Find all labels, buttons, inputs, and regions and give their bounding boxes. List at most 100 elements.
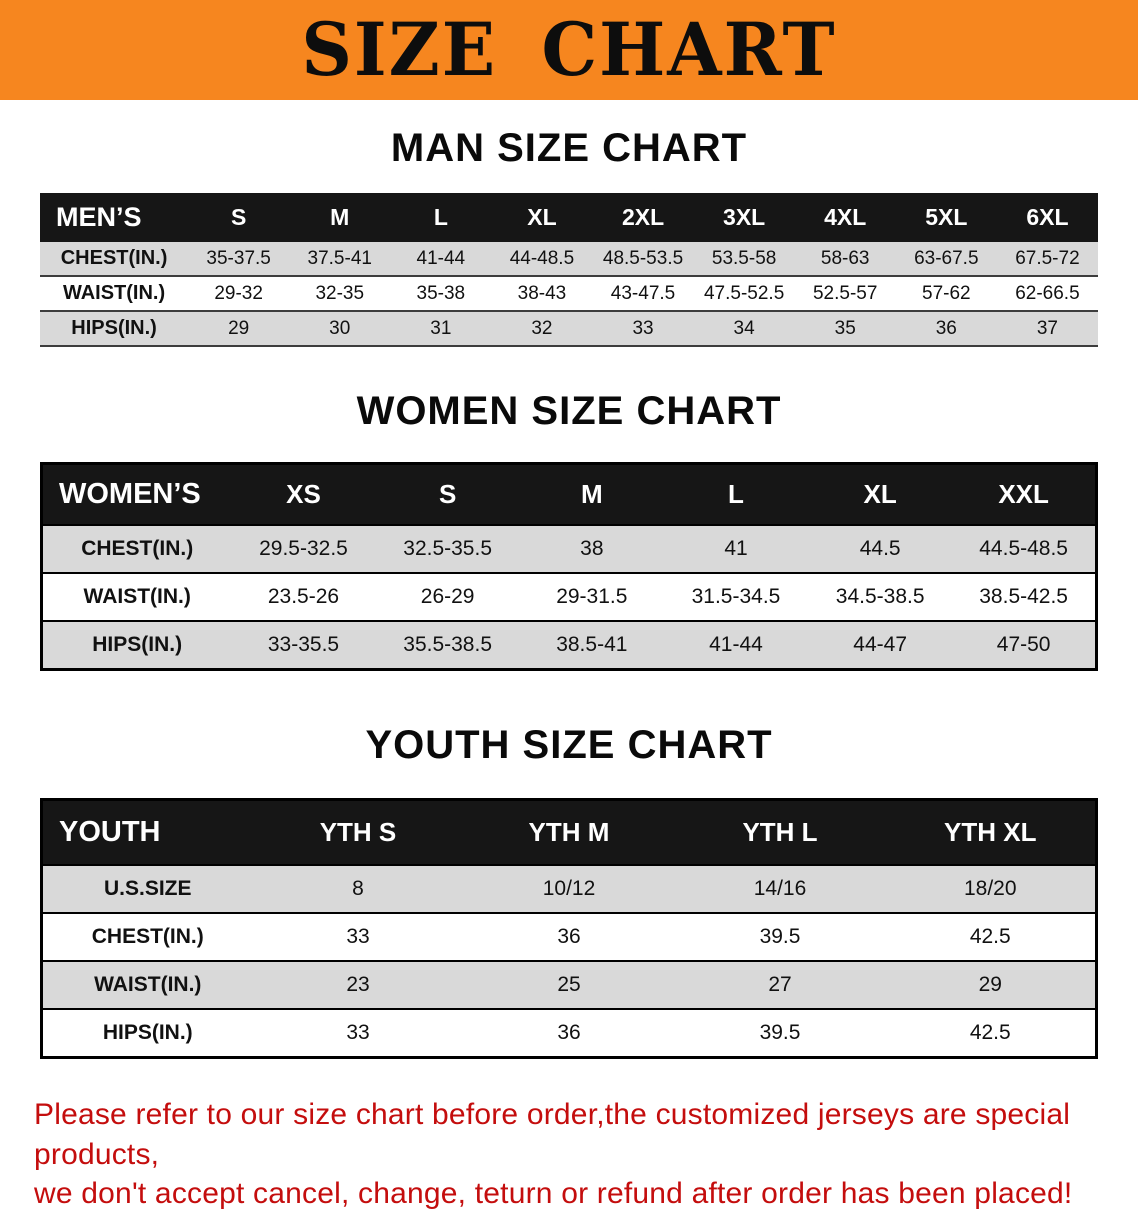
size-value-cell: 44-47 bbox=[853, 633, 908, 656]
size-value-cell: 44-48.5 bbox=[509, 247, 575, 269]
size-header-cell: YTH XL bbox=[885, 799, 1097, 865]
size-value-cell: 37 bbox=[1036, 317, 1058, 339]
size-value-cell: 44.5-48.5 bbox=[979, 537, 1068, 560]
size-value-cell: 36 bbox=[557, 925, 581, 948]
size-value-cell: 29.5-32.5 bbox=[259, 537, 348, 560]
size-value-cell: 34 bbox=[733, 317, 755, 339]
disclaimer-line-2: we don't accept cancel, change, teturn o… bbox=[34, 1177, 1073, 1211]
measurement-label-cell: CHEST(IN.) bbox=[60, 247, 168, 269]
size-value-cell: 23.5-26 bbox=[267, 585, 340, 608]
size-value-cell: 39.5 bbox=[759, 925, 801, 948]
women-section-heading: WOMEN SIZE CHART bbox=[356, 389, 782, 433]
size-value-cell: 35-38 bbox=[416, 282, 466, 304]
size-value-cell: 35 bbox=[834, 317, 856, 339]
table-row: WAIST(IN.) 23 25 27 29 bbox=[41, 961, 1097, 1009]
size-value-cell: 29 bbox=[228, 317, 250, 339]
size-value-cell: 23 bbox=[346, 973, 370, 996]
size-header-cell: 3XL bbox=[693, 193, 795, 242]
table-title-cell: YOUTH bbox=[41, 799, 253, 865]
size-value-cell: 38-43 bbox=[517, 282, 567, 304]
table-row: HIPS(IN.) 33-35.5 35.5-38.5 38.5-41 41-44 44-… bbox=[41, 621, 1097, 670]
size-value-cell: 32-35 bbox=[315, 282, 365, 304]
size-value-cell: 8 bbox=[352, 877, 364, 900]
size-header-cell: YTH L bbox=[674, 799, 886, 865]
size-header-cell: 4XL bbox=[794, 193, 896, 242]
size-header-cell: XL bbox=[491, 193, 593, 242]
size-value-cell: 31.5-34.5 bbox=[691, 585, 781, 608]
youth-size-table: YOUTH YTH S YTH M YTH L YTH XL U.S.SIZE 8 10/12… bbox=[40, 798, 1098, 1059]
table-header-row: MEN’S S M L XL 2XL 3XL 4XL 5XL 6XL bbox=[40, 193, 1098, 242]
size-value-cell: 53.5-58 bbox=[711, 247, 777, 269]
size-header-cell: 2XL bbox=[592, 193, 694, 242]
men-size-table: MEN’S S M L XL 2XL 3XL 4XL 5XL 6XL CHEST(IN.) 35-37… bbox=[40, 193, 1098, 347]
size-value-cell: 29-32 bbox=[214, 282, 263, 304]
measurement-label-cell: WAIST(IN.) bbox=[94, 973, 202, 996]
size-header-cell: L bbox=[663, 463, 809, 525]
size-value-cell: 47-50 bbox=[996, 633, 1051, 656]
size-value-cell: 25 bbox=[557, 973, 581, 996]
table-row: CHEST(IN.) 35-37.5 37.5-41 41-44 44-48.5 48.5… bbox=[40, 242, 1098, 276]
women-size-table: WOMEN’S XS S M L XL XXL CHEST(IN.) 29.5-32.5 32.5… bbox=[40, 462, 1098, 671]
size-header-cell: 6XL bbox=[996, 193, 1098, 242]
size-value-cell: 29-31.5 bbox=[556, 585, 628, 608]
size-value-cell: 41 bbox=[724, 537, 748, 560]
size-value-cell: 10/12 bbox=[542, 877, 596, 900]
size-header-cell: XXL bbox=[952, 463, 1097, 525]
size-header-cell: M bbox=[289, 193, 391, 242]
measurement-label-cell: WAIST(IN.) bbox=[62, 282, 166, 304]
size-value-cell: 14/16 bbox=[753, 877, 807, 900]
size-header-cell: YTH S bbox=[252, 799, 464, 865]
table-row: HIPS(IN.) 29 30 31 32 33 34 35 36 37 bbox=[40, 311, 1098, 346]
table-title-cell: MEN’S bbox=[40, 193, 189, 242]
size-value-cell: 33-35.5 bbox=[267, 633, 340, 656]
size-value-cell: 43-47.5 bbox=[610, 282, 676, 304]
table-row: HIPS(IN.) 33 36 39.5 42.5 bbox=[41, 1009, 1097, 1058]
size-value-cell: 38 bbox=[580, 537, 604, 560]
measurement-label-cell: HIPS(IN.) bbox=[92, 633, 183, 656]
size-header-cell: 5XL bbox=[895, 193, 997, 242]
size-value-cell: 36 bbox=[935, 317, 957, 339]
size-value-cell: 29 bbox=[978, 973, 1002, 996]
size-value-cell: 38.5-42.5 bbox=[979, 585, 1068, 608]
size-header-cell: YTH M bbox=[463, 799, 675, 865]
measurement-label-cell: WAIST(IN.) bbox=[83, 585, 191, 608]
size-value-cell: 39.5 bbox=[759, 1021, 801, 1044]
size-value-cell: 42.5 bbox=[969, 925, 1011, 948]
size-header-cell: XL bbox=[808, 463, 953, 525]
size-value-cell: 34.5-38.5 bbox=[835, 585, 925, 608]
size-value-cell: 57-62 bbox=[922, 282, 971, 304]
size-value-cell: 33 bbox=[632, 317, 654, 339]
measurement-label-cell: U.S.SIZE bbox=[103, 877, 192, 900]
measurement-label-cell: HIPS(IN.) bbox=[71, 317, 157, 339]
table-title-cell: WOMEN’S bbox=[41, 463, 232, 525]
table-row: U.S.SIZE 8 10/12 14/16 18/20 bbox=[41, 865, 1097, 913]
size-value-cell: 27 bbox=[768, 973, 792, 996]
table-row: WAIST(IN.) 29-32 32-35 35-38 38-43 43-47.5 47.… bbox=[40, 276, 1098, 311]
size-header-cell: L bbox=[390, 193, 492, 242]
size-value-cell: 18/20 bbox=[963, 877, 1017, 900]
size-value-cell: 33 bbox=[346, 925, 370, 948]
size-header-cell: M bbox=[519, 463, 664, 525]
size-value-cell: 35.5-38.5 bbox=[403, 633, 493, 656]
size-value-cell: 38.5-41 bbox=[556, 633, 628, 656]
measurement-label-cell: CHEST(IN.) bbox=[81, 537, 194, 560]
disclaimer-line-1: Please refer to our size chart before or… bbox=[34, 1098, 1071, 1171]
size-value-cell: 35-37.5 bbox=[206, 247, 271, 269]
size-value-cell: 67.5-72 bbox=[1015, 247, 1080, 269]
table-header-row: YOUTH YTH S YTH M YTH L YTH XL bbox=[41, 799, 1097, 865]
measurement-label-cell: HIPS(IN.) bbox=[102, 1021, 193, 1044]
youth-section-heading: YOUTH SIZE CHART bbox=[365, 723, 773, 767]
table-row: WAIST(IN.) 23.5-26 26-29 29-31.5 31.5-34.5 34… bbox=[41, 573, 1097, 621]
size-value-cell: 47.5-52.5 bbox=[703, 282, 785, 304]
size-header-cell: XS bbox=[231, 463, 376, 525]
size-header-cell: S bbox=[375, 463, 520, 525]
page-title: SIZE CHART bbox=[301, 5, 837, 94]
size-value-cell: 30 bbox=[329, 317, 351, 339]
table-header-row: WOMEN’S XS S M L XL XXL bbox=[41, 463, 1097, 525]
size-value-cell: 33 bbox=[346, 1021, 370, 1044]
size-value-cell: 63-67.5 bbox=[914, 247, 979, 269]
size-value-cell: 26-29 bbox=[420, 585, 475, 608]
disclaimer: Please refer to our size chart before or… bbox=[34, 1095, 1114, 1214]
size-value-cell: 41-44 bbox=[416, 247, 466, 269]
